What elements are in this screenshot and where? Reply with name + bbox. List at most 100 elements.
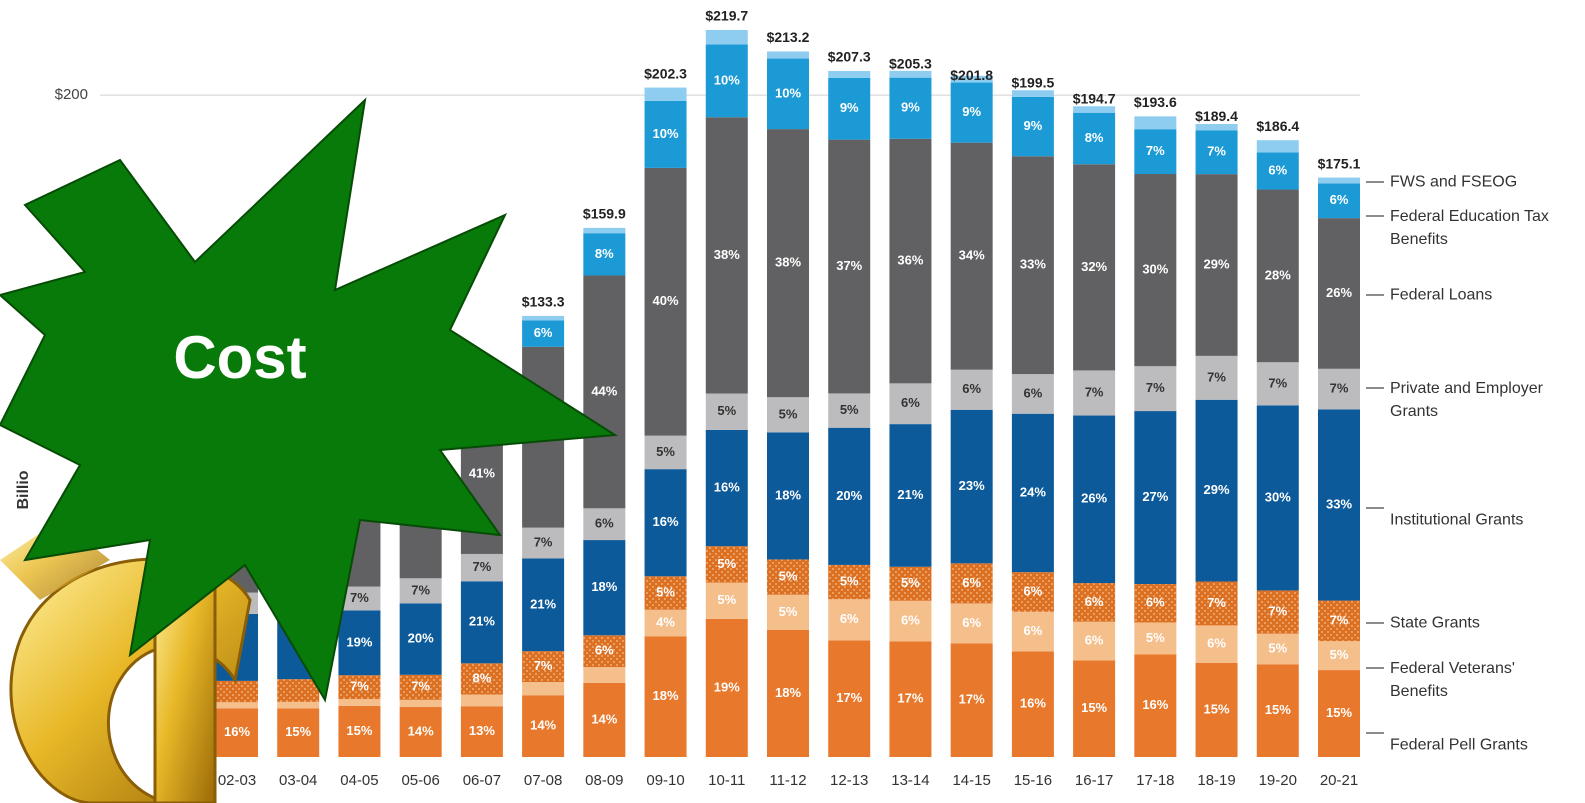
segment-label: 6%	[1207, 636, 1226, 651]
segment-label: 21%	[469, 614, 495, 629]
total-label: $175.1	[1318, 155, 1361, 171]
bar-segment	[461, 695, 503, 707]
segment-label: 5%	[901, 575, 920, 590]
segment-label: 41%	[469, 465, 495, 480]
bar-segment	[706, 30, 748, 45]
segment-label: 8%	[595, 246, 614, 261]
segment-label: 30%	[1142, 262, 1168, 277]
segment-label: 27%	[1142, 489, 1168, 504]
bar-segment	[522, 682, 564, 695]
x-tick-label: 14-15	[952, 772, 990, 789]
total-label: $219.7	[705, 8, 748, 24]
bar-segment	[216, 702, 258, 708]
segment-label: 5%	[656, 584, 675, 599]
segment-label: 44%	[591, 383, 617, 398]
segment-label: 23%	[959, 478, 985, 493]
segment-label: 37%	[836, 258, 862, 273]
x-tick-label: 06-07	[463, 772, 501, 789]
segment-label: 6%	[1023, 583, 1042, 598]
segment-label: 5%	[779, 604, 798, 619]
x-tick-label: 12-13	[830, 772, 868, 789]
bar-segment	[645, 88, 687, 101]
segment-label: 5%	[717, 403, 736, 418]
segment-label: 15%	[285, 724, 311, 739]
segment-label: 7%	[1268, 603, 1287, 618]
segment-label: 7%	[1207, 369, 1226, 384]
x-tick-label: 18-19	[1197, 772, 1235, 789]
segment-label: 9%	[840, 100, 859, 115]
segment-label: 19%	[346, 634, 372, 649]
x-tick-label: 09-10	[646, 772, 684, 789]
y-axis-label: Billio	[15, 470, 32, 509]
segment-label: 26%	[1326, 285, 1352, 300]
legend-entry: Federal Loans	[1390, 284, 1570, 307]
x-tick-label: 04-05	[340, 772, 378, 789]
segment-label: 32%	[1081, 259, 1107, 274]
segment-label: 9%	[962, 104, 981, 119]
legend-entry: Institutional Grants	[1390, 509, 1540, 532]
segment-label: 20%	[408, 631, 434, 646]
segment-label: 8%	[472, 670, 491, 685]
segment-label: 6%	[1085, 594, 1104, 609]
segment-label: 40%	[653, 293, 679, 308]
y-tick-label: $200	[55, 86, 88, 103]
segment-label: 7%	[1330, 381, 1349, 396]
segment-label: 16%	[1020, 696, 1046, 711]
bar-segment	[277, 702, 319, 708]
chart: $200Billio16%40%02-0315%03-0415%7%19%7%0…	[0, 0, 1585, 803]
segment-label: 6%	[962, 615, 981, 630]
segment-label: 7%	[1207, 144, 1226, 159]
segment-label: 5%	[1146, 630, 1165, 645]
bar-segment	[828, 71, 870, 78]
segment-label: 20%	[836, 488, 862, 503]
bar-segment	[1318, 178, 1360, 184]
bar-segment	[1073, 106, 1115, 112]
segment-label: 14%	[408, 723, 434, 738]
x-tick-label: 15-16	[1014, 772, 1052, 789]
total-label: $199.5	[1011, 75, 1054, 91]
segment-label: 10%	[714, 72, 740, 87]
segment-label: 7%	[1268, 375, 1287, 390]
segment-label: 10%	[775, 85, 801, 100]
segment-label: 7%	[534, 658, 553, 673]
x-tick-label: 13-14	[891, 772, 929, 789]
segment-label: 5%	[1330, 647, 1349, 662]
segment-label: 6%	[901, 613, 920, 628]
segment-label: 34%	[959, 248, 985, 263]
x-tick-label: 19-20	[1259, 772, 1297, 789]
segment-label: 17%	[836, 690, 862, 705]
segment-label: 7%	[1085, 384, 1104, 399]
segment-label: 28%	[1265, 267, 1291, 282]
segment-label: 5%	[717, 592, 736, 607]
segment-label: 6%	[840, 611, 859, 626]
total-label: $159.9	[583, 206, 626, 222]
total-label: $189.4	[1195, 108, 1238, 124]
segment-label: 5%	[840, 402, 859, 417]
segment-label: 6%	[901, 395, 920, 410]
segment-label: 6%	[1330, 192, 1349, 207]
segment-label: 16%	[224, 724, 250, 739]
segment-label: 30%	[1265, 489, 1291, 504]
segment-label: 6%	[1146, 595, 1165, 610]
segment-label: 21%	[897, 487, 923, 502]
x-tick-label: 11-12	[769, 772, 806, 789]
x-tick-label: 10-11	[708, 772, 745, 789]
total-label: $213.2	[767, 29, 810, 45]
segment-label: 18%	[591, 579, 617, 594]
segment-label: 7%	[350, 679, 369, 694]
segment-label: 5%	[840, 574, 859, 589]
segment-label: 15%	[1081, 700, 1107, 715]
segment-label: 6%	[1085, 632, 1104, 647]
x-tick-label: 20-21	[1320, 772, 1358, 789]
bar-segment	[400, 700, 442, 707]
segment-label: 7%	[350, 590, 369, 605]
legend-entry: FWS and FSEOG	[1390, 171, 1570, 194]
segment-label: 14%	[591, 711, 617, 726]
segment-label: 15%	[1265, 702, 1291, 717]
bar-segment	[1012, 90, 1054, 97]
x-tick-label: 17-18	[1136, 772, 1174, 789]
segment-label: 6%	[534, 325, 553, 340]
bar-pattern	[277, 679, 319, 702]
segment-label: 19%	[714, 679, 740, 694]
bar-segment	[583, 667, 625, 683]
